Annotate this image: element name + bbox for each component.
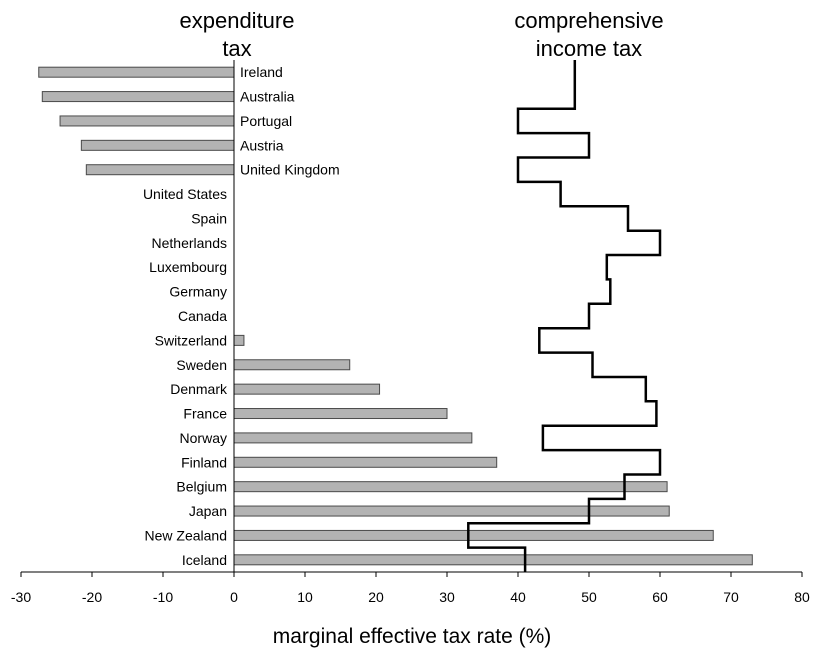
bar-norway — [233, 432, 473, 444]
bar-japan — [233, 505, 670, 517]
category-label: France — [183, 406, 227, 422]
x-tick-label: 20 — [368, 589, 384, 605]
category-labels: Ireland Australia Portugal Austria United Ki… — [143, 64, 340, 568]
category-label: Japan — [189, 503, 227, 519]
bar-iceland — [233, 554, 753, 566]
x-tick-label: 80 — [794, 589, 810, 605]
category-label: Portugal — [240, 113, 292, 129]
category-label: Finland — [181, 454, 227, 470]
category-label: Denmark — [170, 381, 228, 397]
category-label: Spain — [191, 210, 227, 226]
x-axis-label: marginal effective tax rate (%) — [273, 625, 552, 648]
x-tick-label: -10 — [153, 589, 173, 605]
income-tax-step-line — [467, 60, 662, 572]
right-title-line-2: income tax — [536, 36, 642, 61]
category-label: Iceland — [182, 552, 227, 568]
left-title-line-1: expenditure — [180, 8, 295, 33]
right-title-line-1: comprehensive — [514, 8, 663, 33]
bar-ireland — [38, 66, 235, 78]
x-tick-label: 0 — [230, 589, 238, 605]
category-label: Australia — [240, 89, 295, 105]
bar-austria — [80, 139, 235, 151]
category-label: United Kingdom — [240, 162, 340, 178]
category-label: Austria — [240, 137, 284, 153]
category-label: Switzerland — [155, 332, 227, 348]
category-label: Ireland — [240, 64, 283, 80]
category-label: Sweden — [176, 357, 227, 373]
x-tick-label: 40 — [510, 589, 526, 605]
bar-switzerland — [233, 334, 245, 346]
category-label: Luxembourg — [149, 259, 227, 275]
x-tick-label: 70 — [723, 589, 739, 605]
bar-finland — [233, 456, 498, 468]
category-label: Netherlands — [152, 235, 228, 251]
category-label: New Zealand — [145, 527, 228, 543]
bar-portugal — [59, 115, 235, 127]
x-ticks: -30 -20 -10 0 10 20 30 40 50 60 70 80 — [11, 572, 810, 605]
bar-belgium — [233, 481, 668, 493]
x-tick-label: -20 — [82, 589, 102, 605]
category-label: Germany — [169, 284, 227, 300]
bar-united-kingdom — [85, 164, 235, 176]
category-label: Norway — [180, 430, 227, 446]
bar-series — [38, 66, 753, 566]
income-tax-series — [467, 60, 662, 572]
bar-france — [233, 408, 448, 420]
x-tick-label: 10 — [297, 589, 313, 605]
bar-sweden — [233, 359, 351, 371]
category-label: Belgium — [176, 479, 227, 495]
category-label: Canada — [178, 308, 227, 324]
x-tick-label: 30 — [439, 589, 455, 605]
left-title-line-2: tax — [222, 36, 251, 61]
x-tick-label: 60 — [652, 589, 668, 605]
bar-denmark — [233, 383, 381, 395]
bar-new-zealand — [233, 529, 714, 541]
x-tick-label: -30 — [11, 589, 31, 605]
x-tick-label: 50 — [581, 589, 597, 605]
category-label: United States — [143, 186, 227, 202]
bar-australia — [41, 91, 235, 103]
